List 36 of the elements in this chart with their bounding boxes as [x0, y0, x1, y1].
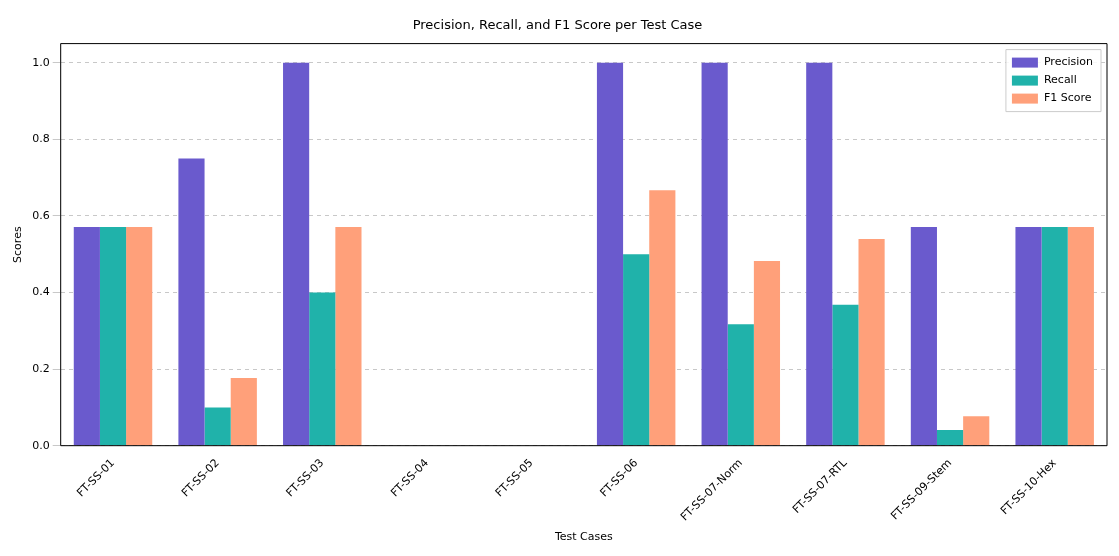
bar: [858, 238, 885, 446]
bar: [753, 261, 781, 446]
chart-title: Precision, Recall, and F1 Score per Test Case: [412, 17, 703, 33]
bar: [1015, 227, 1042, 446]
bar: [806, 62, 833, 446]
bar: [230, 377, 257, 446]
y-tick-label: 0.2: [32, 361, 50, 375]
bar: [832, 304, 859, 446]
y-tick-label: 0.8: [32, 132, 50, 146]
bar: [1041, 227, 1068, 446]
bar: [596, 62, 624, 446]
bar: [126, 227, 153, 446]
bar: [204, 407, 231, 446]
bar: [963, 416, 990, 446]
bar: [309, 292, 336, 446]
bar: [73, 227, 100, 446]
bar: [283, 62, 310, 446]
bar: [1067, 227, 1094, 446]
bar: [649, 190, 676, 446]
legend-label: Recall: [1043, 73, 1077, 87]
bar: [910, 227, 937, 446]
y-tick-label: 0.0: [32, 438, 50, 452]
bar: [623, 254, 650, 446]
y-axis-title: Scores: [11, 226, 25, 263]
bar: [701, 62, 728, 446]
legend-label: Precision: [1043, 55, 1094, 69]
bar: [178, 158, 205, 446]
y-tick-label: 1.0: [32, 55, 50, 69]
bar: [727, 324, 754, 446]
legend-label: F1 Score: [1043, 91, 1092, 105]
bar: [335, 227, 362, 446]
bar: [936, 429, 964, 446]
bar: [99, 227, 127, 446]
y-tick-label: 0.6: [32, 208, 50, 222]
y-tick-label: 0.4: [32, 285, 50, 299]
x-axis-title: Test Cases: [553, 530, 614, 544]
